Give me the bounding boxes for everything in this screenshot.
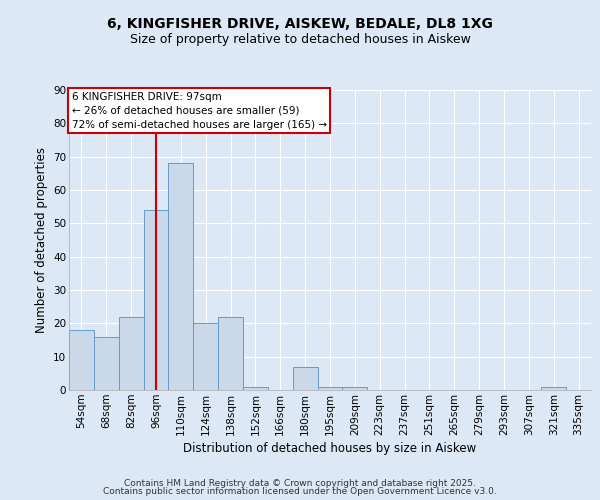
X-axis label: Distribution of detached houses by size in Aiskew: Distribution of detached houses by size … [184,442,476,455]
Bar [119,316,143,390]
Text: 6 KINGFISHER DRIVE: 97sqm
← 26% of detached houses are smaller (59)
72% of semi-: 6 KINGFISHER DRIVE: 97sqm ← 26% of detac… [71,92,327,130]
Text: Contains public sector information licensed under the Open Government Licence v3: Contains public sector information licen… [103,487,497,496]
Text: 6, KINGFISHER DRIVE, AISKEW, BEDALE, DL8 1XG: 6, KINGFISHER DRIVE, AISKEW, BEDALE, DL8… [107,18,493,32]
Y-axis label: Number of detached properties: Number of detached properties [35,147,47,333]
Bar [193,324,218,390]
Bar [69,330,94,390]
Text: Size of property relative to detached houses in Aiskew: Size of property relative to detached ho… [130,32,470,46]
Bar [317,386,343,390]
Bar [541,386,566,390]
Bar [169,164,193,390]
Bar [94,336,119,390]
Bar [293,366,317,390]
Bar [143,210,169,390]
Bar [218,316,243,390]
Bar [243,386,268,390]
Bar [343,386,367,390]
Text: Contains HM Land Registry data © Crown copyright and database right 2025.: Contains HM Land Registry data © Crown c… [124,478,476,488]
